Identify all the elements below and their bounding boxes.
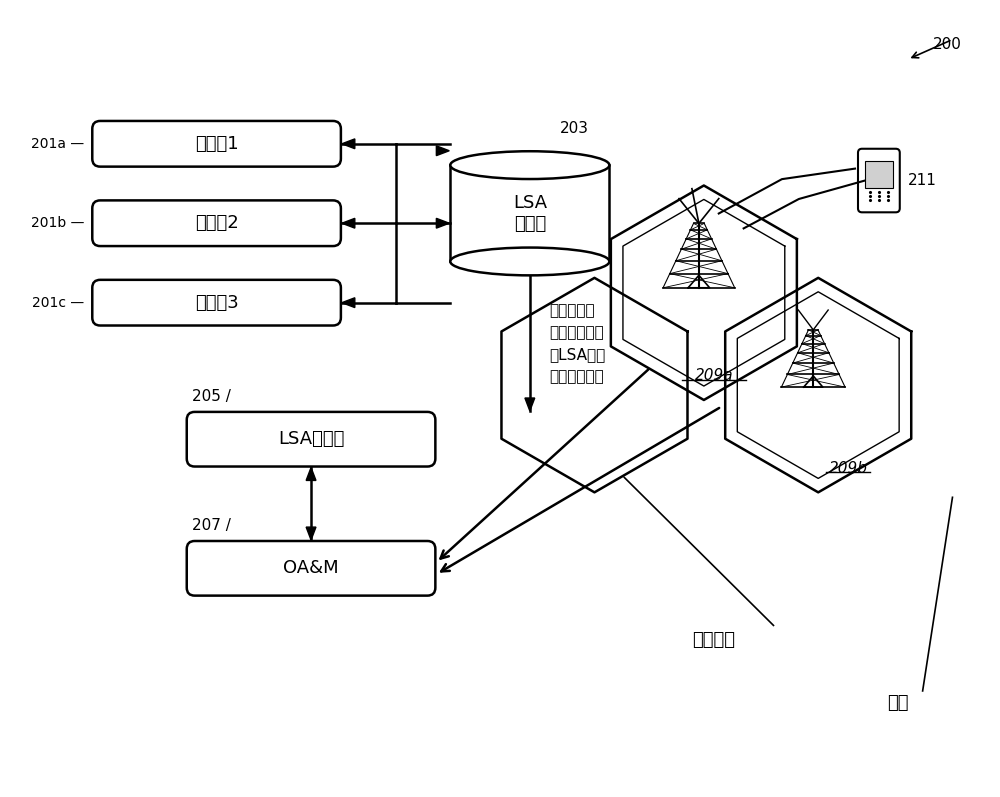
Polygon shape [342, 298, 355, 308]
Text: 205 /: 205 / [192, 389, 231, 404]
Bar [865, 161, 893, 188]
FancyBboxPatch shape [92, 200, 341, 246]
Text: 207 /: 207 / [192, 518, 231, 533]
Text: 211: 211 [908, 173, 937, 188]
FancyBboxPatch shape [92, 121, 341, 167]
Text: 授权频谱: 授权频谱 [692, 631, 735, 650]
Bar [450, 165, 609, 261]
Text: 201a —: 201a — [31, 137, 84, 151]
Polygon shape [436, 218, 449, 228]
Text: LSA控制器: LSA控制器 [278, 430, 344, 448]
Text: 在业者3: 在业者3 [195, 293, 238, 312]
Text: 在业者1: 在业者1 [195, 135, 238, 153]
Polygon shape [306, 527, 316, 540]
Text: 201b —: 201b — [31, 216, 84, 230]
Polygon shape [342, 218, 355, 228]
FancyBboxPatch shape [858, 149, 900, 212]
FancyBboxPatch shape [92, 280, 341, 325]
Ellipse shape [450, 248, 609, 276]
Polygon shape [342, 139, 355, 149]
Text: 201c —: 201c — [32, 296, 84, 310]
Polygon shape [436, 146, 449, 155]
Text: 关于时间、
空间和频率上
的LSA频谱
可用性的信息: 关于时间、 空间和频率上 的LSA频谱 可用性的信息 [550, 303, 606, 384]
Text: 200: 200 [933, 37, 962, 52]
Text: LSA
储存库: LSA 储存库 [513, 194, 547, 233]
Text: 在业者2: 在业者2 [195, 214, 238, 232]
Text: 频谱: 频谱 [887, 694, 909, 712]
FancyBboxPatch shape [187, 541, 435, 595]
Polygon shape [525, 398, 535, 411]
Text: 203: 203 [560, 121, 589, 136]
Polygon shape [688, 275, 710, 288]
Polygon shape [306, 468, 316, 481]
Text: OA&M: OA&M [283, 559, 339, 577]
Text: 209a: 209a [694, 368, 733, 383]
FancyBboxPatch shape [187, 412, 435, 466]
Ellipse shape [450, 151, 609, 179]
Text: 209b: 209b [829, 461, 867, 476]
Polygon shape [804, 376, 823, 387]
